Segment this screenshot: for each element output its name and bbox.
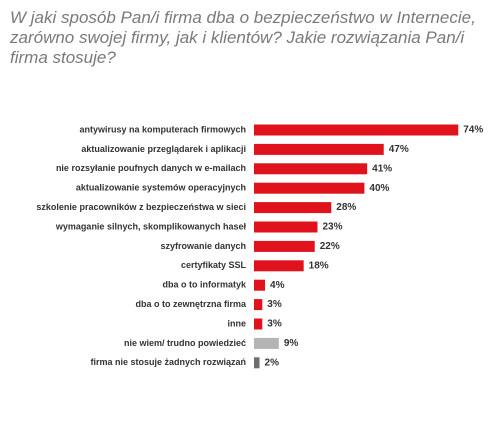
category-label: nie wiem/ trudno powiedzieć	[124, 338, 246, 348]
value-label: 3%	[267, 299, 282, 310]
value-label: 2%	[265, 357, 280, 368]
category-label: szkolenie pracowników z bezpieczeństwa w…	[36, 202, 246, 212]
category-label: inne	[227, 318, 246, 328]
category-label: szyfrowanie danych	[160, 241, 246, 251]
bar	[254, 143, 384, 155]
bar	[254, 318, 263, 330]
category-label: nie rozsyłanie poufnych danych w e-maila…	[56, 163, 246, 173]
value-label: 74%	[463, 125, 483, 136]
bar	[254, 221, 318, 233]
bar	[254, 299, 263, 311]
category-label: antywirusy na komputerach firmowych	[79, 124, 246, 134]
bar	[254, 357, 260, 369]
category-label: wymaganie silnych, skomplikowanych haseł	[55, 221, 247, 231]
bar	[254, 124, 459, 136]
chart-title: W jaki sposób Pan/i firma dba o bezpiecz…	[10, 8, 476, 67]
bar	[254, 337, 279, 349]
bar	[254, 163, 368, 175]
bar	[254, 182, 365, 194]
value-label: 28%	[336, 202, 356, 213]
category-label: aktualizowanie systemów operacyjnych	[76, 183, 246, 193]
value-label: 18%	[309, 260, 329, 271]
value-label: 41%	[372, 163, 392, 174]
category-label: firma nie stosuje żadnych rozwiązań	[90, 357, 246, 367]
bar	[254, 260, 304, 272]
value-label: 23%	[322, 222, 342, 233]
value-label: 22%	[320, 241, 340, 252]
category-label: certyfikaty SSL	[181, 260, 247, 270]
value-label: 47%	[389, 144, 409, 155]
bar	[254, 202, 332, 214]
bar	[254, 279, 266, 291]
value-label: 40%	[369, 183, 389, 194]
value-label: 3%	[267, 319, 282, 330]
bar	[254, 240, 315, 252]
category-label: aktualizowanie przeglądarek i aplikacji	[81, 144, 246, 154]
category-label: dba o to zewnętrzna firma	[135, 299, 247, 309]
value-label: 4%	[270, 280, 285, 291]
category-label: dba o to informatyk	[162, 280, 246, 290]
value-label: 9%	[284, 338, 299, 349]
